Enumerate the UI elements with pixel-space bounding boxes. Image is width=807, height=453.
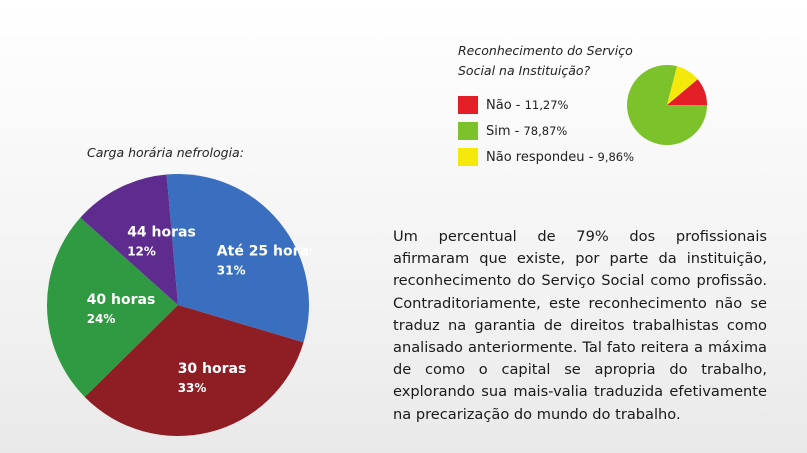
legend-item-sim: Sim - 78,87%: [458, 118, 634, 144]
slice-label-40-horas: 40 horas: [87, 292, 156, 308]
chart-title-line-1: Reconhecimento do Serviço: [458, 43, 633, 58]
chart-title-reconhecimento: Reconhecimento do Serviço Social na Inst…: [458, 41, 688, 81]
slice-value-40-horas: 24%: [87, 312, 116, 326]
legend-label: Sim -: [486, 123, 524, 139]
legend-item-nao-respondeu: Não respondeu - 9,86%: [458, 144, 634, 170]
pie-slice-sim: [627, 64, 707, 145]
legend-item-nao: Não - 11,27%: [458, 92, 634, 118]
legend-percent: 78,87%: [523, 123, 568, 138]
slice-value-ate-25-horas: 31%: [217, 264, 246, 278]
pie-chart-reconhecimento: [627, 64, 708, 145]
pie-slice-ate-25-horas: [166, 174, 310, 343]
legend-swatch: [458, 122, 478, 140]
pie-slice-30-horas: [84, 305, 304, 437]
legend-swatch: [458, 96, 478, 114]
pie-slice-nao: [667, 79, 708, 106]
legend-label: Não -: [486, 97, 525, 113]
legend-label: Não respondeu -: [486, 149, 598, 165]
slice-value-30-horas: 33%: [178, 381, 207, 395]
legend-percent: 9,86%: [597, 149, 635, 164]
chart-title-carga-horaria: Carga horária nefrologia:: [87, 145, 244, 160]
pie-slice-40-horas: [46, 217, 179, 397]
body-paragraph: Um percentual de 79% dos profissionais a…: [393, 228, 767, 423]
slice-value-44-horas: 12%: [127, 244, 156, 258]
pie-slice-nao-respondeu: [667, 66, 698, 105]
pie-chart-carga-horaria: Até 25 horas 31% 30 horas 33% 40 horas 24% 44 …: [46, 174, 311, 437]
pie-slice-44-horas: [80, 174, 178, 305]
legend-percent: 11,27%: [524, 97, 569, 112]
chart-legend: Não - 11,27% Sim - 78,87% Não respondeu …: [458, 92, 634, 170]
chart-title-line-2: Social na Instituição?: [458, 63, 591, 78]
slice-label-ate-25-horas: Até 25 horas: [217, 244, 311, 260]
slice-label-44-horas: 44 horas: [127, 224, 196, 240]
slice-label-30-horas: 30 horas: [178, 361, 247, 377]
legend-swatch: [458, 148, 478, 166]
